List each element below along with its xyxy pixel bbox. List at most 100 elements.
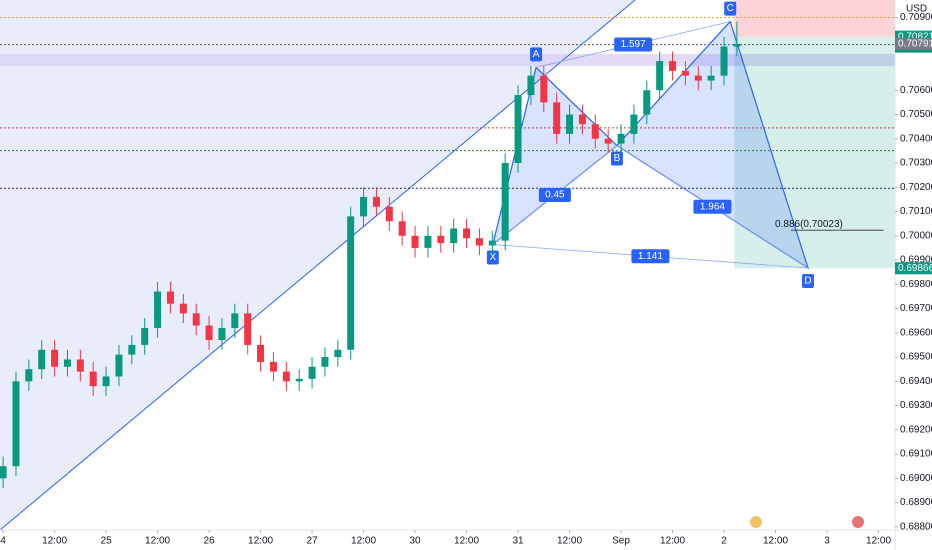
x-tick-label: 12:00	[557, 536, 582, 547]
candle-body	[360, 196, 368, 217]
event-icon	[852, 516, 864, 528]
candle-body	[488, 240, 496, 246]
price-label: 0.70821	[898, 31, 932, 42]
candle-body	[321, 357, 329, 367]
candle-body	[372, 196, 380, 207]
candle-body	[681, 70, 689, 76]
x-tick-label: 31	[512, 536, 524, 547]
x-tick-label: 30	[409, 536, 421, 547]
candle-body	[347, 216, 355, 350]
x-tick-label: 2	[721, 536, 727, 547]
candle-body	[231, 313, 239, 328]
candle-body	[707, 75, 715, 81]
currency-label: USD	[906, 4, 927, 15]
target-zone	[734, 36, 895, 269]
ratio-label: 0.45	[545, 190, 565, 201]
pattern-point	[724, 1, 737, 16]
price-label: 0.69866	[898, 263, 932, 274]
candle-body	[308, 366, 316, 379]
ratio-badge	[538, 188, 571, 203]
candle-body	[115, 354, 123, 377]
x-tick-label: Sep	[612, 536, 630, 547]
candle-body	[694, 75, 702, 81]
candle-body	[179, 303, 187, 314]
x-tick-label: 12:00	[660, 536, 685, 547]
x-tick-label: 12:00	[454, 536, 479, 547]
candle-body	[604, 138, 612, 144]
candle-body	[540, 75, 548, 103]
candle-body	[411, 235, 419, 248]
pattern-point	[801, 274, 814, 289]
candle-body	[566, 114, 574, 134]
candle-body	[553, 102, 561, 134]
candle-body	[617, 133, 625, 144]
x-tick-label: 12:00	[763, 536, 788, 547]
candle-body	[591, 124, 599, 139]
pattern-point-label: D	[804, 276, 811, 287]
candle-body	[192, 313, 200, 326]
ratio-badge	[693, 199, 732, 214]
price-label-bg	[895, 37, 932, 50]
pattern-point-label: A	[533, 49, 540, 60]
candle-body	[141, 327, 149, 345]
y-tick-label: 0.68800	[900, 521, 932, 532]
x-tick-label: 26	[204, 536, 216, 547]
x-tick-label: 12:00	[866, 536, 891, 547]
price-label-bg	[895, 262, 932, 275]
candle-body	[218, 327, 226, 341]
pattern-point	[530, 47, 543, 62]
candle-body	[630, 114, 638, 134]
candle-body	[720, 46, 728, 76]
candle-body	[12, 381, 20, 467]
candle-body	[424, 235, 432, 248]
time-axis	[0, 530, 932, 550]
x-tick-label: 12:00	[42, 536, 67, 547]
candle-body	[437, 235, 445, 244]
candle-body	[669, 61, 677, 71]
candle-body	[527, 75, 535, 96]
candle-body	[25, 369, 33, 382]
fib-label: 0.886(0.70023)	[775, 219, 843, 230]
ratio-badge	[631, 249, 670, 264]
x-tick-label: 3	[824, 536, 830, 547]
candle-body	[257, 344, 265, 362]
ratio-label: 1.964	[700, 201, 725, 212]
candle-body	[334, 349, 342, 358]
candle-body	[89, 371, 97, 387]
candle-body	[0, 466, 7, 479]
candle-body	[128, 344, 136, 355]
candle-body	[282, 371, 290, 382]
x-tick-label: 12:00	[248, 536, 273, 547]
pattern-point	[486, 250, 499, 265]
pattern-point-label: B	[614, 153, 621, 164]
candle-body	[166, 291, 174, 304]
ratio-label: 1.141	[638, 251, 663, 262]
x-tick-label: 25	[101, 536, 113, 547]
price-axis	[895, 0, 932, 550]
x-tick-label: 12:00	[351, 536, 376, 547]
candle-body	[398, 221, 406, 236]
candle-body	[514, 95, 522, 164]
candle-body	[295, 378, 303, 382]
candle-body	[578, 114, 586, 125]
candle-body	[733, 43, 741, 47]
candle-body	[154, 291, 162, 328]
candle-body	[269, 361, 277, 372]
candle-body	[102, 376, 110, 387]
candle-body	[450, 228, 458, 244]
